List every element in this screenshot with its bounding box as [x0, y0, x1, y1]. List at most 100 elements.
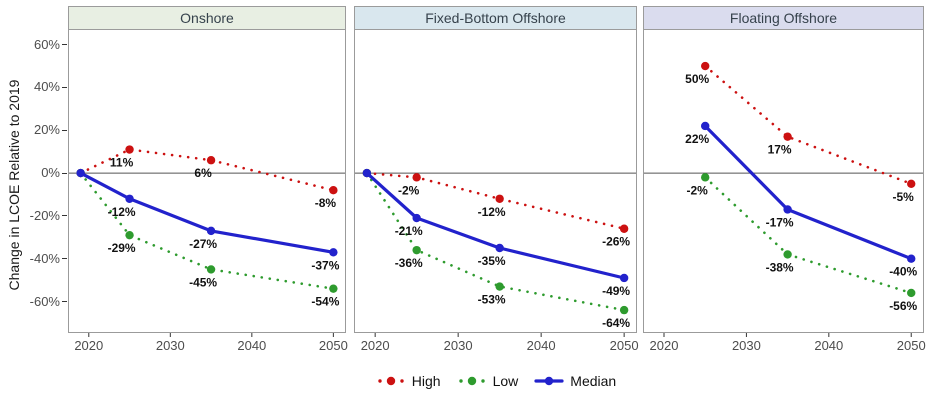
data-point-label: -21%: [395, 224, 423, 238]
data-point-median: [362, 168, 372, 178]
data-point-label: -17%: [766, 216, 794, 230]
data-point-high: [783, 132, 792, 141]
data-point-high: [907, 179, 916, 188]
data-point-low: [495, 282, 504, 291]
data-point-label: -2%: [398, 183, 420, 197]
series-line-high: [365, 171, 626, 230]
series-line-median: [79, 171, 335, 254]
y-tick-label: 20%: [33, 122, 60, 138]
data-point-label: -45%: [189, 275, 217, 289]
panel-header-onshore: Onshore: [68, 6, 346, 30]
panel-border: [354, 29, 637, 333]
y-tick-mark: [62, 172, 67, 174]
panel-header-fixed-bottom-offshore: Fixed-Bottom Offshore: [354, 6, 637, 30]
y-tick-mark: [62, 301, 67, 303]
x-tick-label: 2040: [237, 338, 267, 353]
series-line-low: [365, 171, 626, 312]
panel-border: [643, 29, 924, 333]
legend-label: High: [411, 373, 441, 389]
data-point-label: 11%: [110, 156, 134, 170]
x-tick-label: 2020: [360, 338, 390, 353]
panel-plot-fixed-bottom-offshore: -2% -12% -26% -36% -53% -64% -21% -35% -49%: [354, 29, 637, 337]
x-tick-label: 2020: [74, 338, 104, 353]
legend-label: Low: [492, 373, 519, 389]
data-point-label: -12%: [478, 205, 506, 219]
series-line-low: [79, 171, 335, 291]
y-tick-mark: [62, 86, 67, 88]
legend-label: Median: [570, 373, 617, 389]
x-tick-label: 2040: [526, 338, 556, 353]
data-point-median: [701, 121, 710, 131]
data-point-label: -49%: [602, 284, 630, 298]
data-point-low: [701, 173, 710, 182]
x-tick-label: 2030: [443, 338, 473, 353]
legend-key-low-icon: [458, 376, 485, 386]
legend-item-median: Median: [534, 372, 616, 390]
x-tick-label: 2020: [649, 338, 679, 353]
data-point-label: -56%: [889, 299, 917, 313]
data-point-label: -35%: [478, 254, 506, 268]
y-tick-label: -60%: [29, 293, 60, 309]
series-line-median: [703, 124, 913, 261]
data-point-median: [125, 194, 134, 203]
panel-header-floating-offshore: Floating Offshore: [643, 6, 924, 30]
y-tick-label: -20%: [29, 207, 60, 223]
data-point-median: [619, 273, 629, 283]
data-point-low: [329, 284, 338, 293]
series-line-median: [365, 171, 626, 280]
y-tick-mark: [62, 129, 67, 131]
data-point-label: -12%: [108, 205, 136, 219]
data-point-label: 17%: [768, 143, 792, 157]
data-point-label: -54%: [311, 295, 339, 309]
y-tick-mark: [62, 44, 67, 46]
legend-item-low: Low: [457, 372, 519, 390]
series-line-low: [703, 176, 913, 295]
data-point-median: [206, 226, 216, 236]
data-point-low: [412, 245, 421, 255]
y-tick-mark: [62, 258, 67, 260]
legend: High Low Median: [68, 369, 924, 393]
data-point-high: [329, 186, 338, 195]
data-point-label: -26%: [602, 235, 630, 249]
y-tick-label: -40%: [29, 250, 60, 266]
data-point-median: [329, 248, 338, 257]
x-tick-label: 2040: [814, 338, 844, 353]
data-point-label: 6%: [194, 166, 212, 180]
data-point-label: 22%: [685, 132, 709, 146]
data-point-median: [412, 213, 421, 223]
data-point-label: -29%: [108, 241, 136, 255]
x-tick-label: 2050: [609, 338, 639, 353]
data-point-high: [495, 194, 504, 203]
y-tick-mark: [62, 215, 67, 217]
data-point-label: -38%: [766, 260, 794, 274]
legend-key-median-icon: [534, 376, 564, 386]
data-point-high: [619, 224, 629, 233]
y-tick-label: 60%: [33, 36, 60, 52]
x-tick-label: 2050: [896, 338, 926, 353]
series-line-high: [703, 64, 913, 186]
data-point-low: [907, 288, 916, 298]
panel-border: [68, 29, 346, 333]
data-point-high: [206, 156, 216, 165]
legend-item-high: High: [376, 372, 441, 390]
panel-plot-floating-offshore: 50% 17% -5% -2% -38% -56% 22% -17% -40%: [643, 29, 924, 337]
data-point-label: -40%: [889, 265, 917, 279]
data-point-median: [495, 243, 504, 253]
data-point-label: -27%: [189, 237, 217, 251]
data-point-label: -37%: [311, 258, 339, 272]
data-point-median: [907, 254, 916, 263]
legend-key-high-icon: [378, 376, 404, 386]
data-point-label: -5%: [893, 190, 915, 204]
y-tick-label: 40%: [33, 79, 60, 95]
data-point-high: [412, 173, 421, 182]
data-point-low: [125, 230, 134, 240]
data-point-median: [76, 168, 85, 178]
x-tick-label: 2050: [318, 338, 348, 353]
data-point-high: [701, 61, 710, 71]
data-point-label: -64%: [602, 316, 630, 330]
data-point-label: 50%: [685, 72, 709, 86]
data-point-low: [206, 265, 216, 274]
data-point-label: -36%: [395, 256, 423, 270]
data-point-low: [619, 305, 629, 315]
